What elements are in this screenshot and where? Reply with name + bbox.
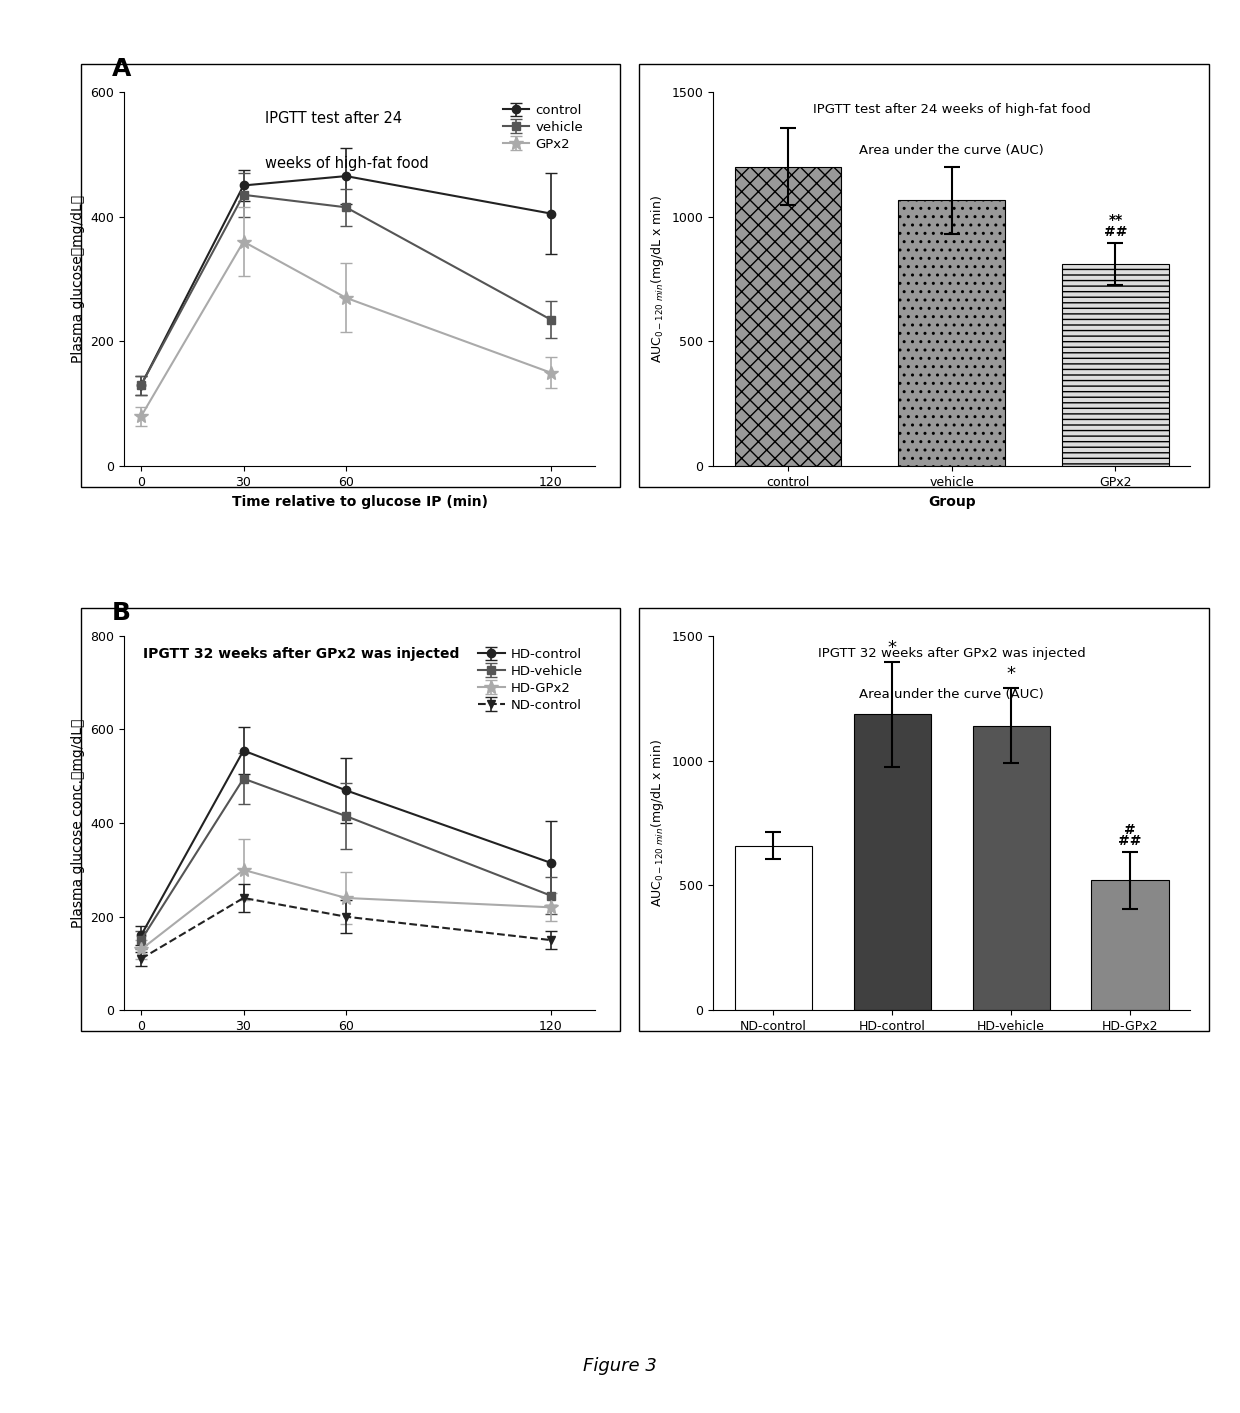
Y-axis label: Plasma glucose conc.（mg/dL）: Plasma glucose conc.（mg/dL） bbox=[71, 718, 84, 928]
Text: ##: ## bbox=[1104, 225, 1127, 239]
Text: IPGTT 32 weeks after GPx2 was injected: IPGTT 32 weeks after GPx2 was injected bbox=[818, 647, 1085, 660]
Y-axis label: Plasma glucose（mg/dL）: Plasma glucose（mg/dL） bbox=[71, 195, 84, 363]
Text: IPGTT test after 24 weeks of high-fat food: IPGTT test after 24 weeks of high-fat fo… bbox=[812, 103, 1091, 116]
Text: Figure 3: Figure 3 bbox=[583, 1356, 657, 1375]
Text: B: B bbox=[112, 601, 130, 625]
Text: ##: ## bbox=[1118, 834, 1142, 848]
Text: Area under the curve (AUC): Area under the curve (AUC) bbox=[859, 688, 1044, 701]
Bar bbox=[972, 726, 1050, 1010]
Bar bbox=[853, 715, 931, 1010]
Y-axis label: AUC$_{0-120\ min}$(mg/dL x min): AUC$_{0-120\ min}$(mg/dL x min) bbox=[649, 739, 666, 907]
Text: *: * bbox=[1007, 666, 1016, 684]
Text: A: A bbox=[112, 57, 131, 81]
Legend: control, vehicle, GPx2: control, vehicle, GPx2 bbox=[497, 99, 589, 155]
Text: IPGTT 32 weeks after GPx2 was injected: IPGTT 32 weeks after GPx2 was injected bbox=[143, 647, 459, 661]
Bar bbox=[899, 201, 1004, 466]
Text: **: ** bbox=[1109, 212, 1122, 226]
Bar bbox=[1063, 264, 1168, 466]
Text: #: # bbox=[1125, 822, 1136, 836]
X-axis label: Time relative to glucose IP (min): Time relative to glucose IP (min) bbox=[232, 495, 487, 509]
Bar bbox=[734, 845, 812, 1010]
Text: weeks of high-fat food: weeks of high-fat food bbox=[265, 155, 429, 171]
Bar bbox=[734, 167, 841, 466]
Bar bbox=[1091, 880, 1168, 1010]
Text: Area under the curve (AUC): Area under the curve (AUC) bbox=[859, 144, 1044, 157]
Text: IPGTT test after 24: IPGTT test after 24 bbox=[265, 110, 403, 126]
Text: *: * bbox=[888, 639, 897, 657]
Y-axis label: AUC$_{0-120\ min}$(mg/dL x min): AUC$_{0-120\ min}$(mg/dL x min) bbox=[649, 195, 666, 363]
Legend: HD-control, HD-vehicle, HD-GPx2, ND-control: HD-control, HD-vehicle, HD-GPx2, ND-cont… bbox=[472, 643, 589, 716]
X-axis label: Group: Group bbox=[928, 495, 976, 509]
